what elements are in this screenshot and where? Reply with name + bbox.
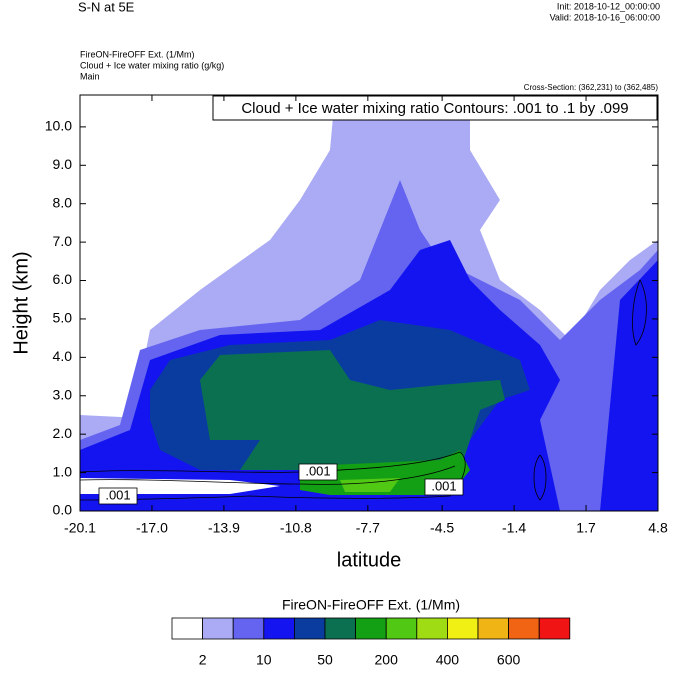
- fill-region: [470, 95, 658, 340]
- colorbar-box: [477, 617, 510, 640]
- y-axis-label: Height (km): [10, 251, 32, 354]
- colorbar-label: 10: [256, 652, 272, 668]
- x-tick-label: -17.0: [136, 520, 168, 536]
- colorbar-box: [355, 617, 387, 640]
- subtitle: Main: [80, 71, 100, 81]
- contour-line: [533, 454, 547, 501]
- colorbar-box: [202, 617, 234, 640]
- colorbar-box: [385, 617, 418, 640]
- contour-label: .001: [305, 463, 330, 478]
- colorbar-label: 50: [317, 652, 333, 668]
- colorbar-label: 400: [436, 652, 460, 668]
- fill-region: [600, 260, 658, 511]
- colorbar-title: FireON-FireOFF Ext. (1/Mm): [282, 597, 460, 613]
- contour-info: Cloud + Ice water mixing ratio Contours:…: [241, 100, 628, 117]
- colorbar-box: [446, 617, 479, 640]
- colorbar-label: 200: [375, 652, 399, 668]
- x-tick-label: -4.5: [430, 520, 454, 536]
- y-tick-label: 4.0: [53, 348, 73, 364]
- contour-fill: [80, 95, 658, 511]
- contour-lines: [79, 279, 647, 501]
- y-tick-label: 9.0: [53, 156, 73, 172]
- contour-field-title: Cloud + Ice water mixing ratio (g/kg): [80, 60, 224, 70]
- contour-label: .001: [431, 478, 456, 493]
- y-tick-label: 5.0: [53, 310, 73, 326]
- colorbar-box: [232, 617, 265, 640]
- colorbar-box: [508, 617, 540, 640]
- contour-info-box: [212, 95, 658, 121]
- init-time: Init: 2018-10-12_00:00:00: [557, 1, 660, 11]
- fill-region: [340, 478, 400, 492]
- y-tick-label: 7.0: [53, 233, 73, 249]
- colorbar-box: [324, 617, 357, 640]
- x-tick-label: 4.8: [648, 520, 668, 536]
- contour-label-box: [424, 478, 464, 496]
- x-axis-label: latitude: [337, 549, 402, 571]
- y-tick-label: 10.0: [45, 118, 72, 134]
- colorbar-box: [538, 617, 571, 640]
- x-tick-label: -13.9: [208, 520, 240, 536]
- contour-label: .001: [105, 487, 130, 502]
- cross-section: Cross-Section: (362,231) to (362,485): [524, 83, 659, 92]
- colorbar-box: [293, 617, 326, 640]
- field-title: FireON-FireOFF Ext. (1/Mm): [80, 49, 195, 59]
- contour-label-box: [98, 487, 138, 505]
- x-tick-label: -20.1: [64, 520, 96, 536]
- colorbar-box: [171, 617, 204, 640]
- y-tick-label: 1.0: [53, 463, 73, 479]
- contour-line: [79, 451, 466, 501]
- fill-region: [200, 350, 505, 470]
- y-tick-label: 6.0: [53, 271, 73, 287]
- x-tick-label: -7.7: [356, 520, 380, 536]
- fill-region: [80, 95, 335, 418]
- colorbar-label: 2: [199, 652, 207, 668]
- colorbar-label: 600: [497, 652, 521, 668]
- plot-frame: [79, 94, 659, 512]
- x-tick-label: -1.4: [502, 520, 526, 536]
- x-tick-label: -10.8: [280, 520, 312, 536]
- valid-time: Valid: 2018-10-16_06:00:00: [550, 12, 660, 22]
- chart-title: S-N at 5E: [78, 0, 135, 14]
- colorbar-box: [263, 617, 295, 640]
- y-tick-label: 3.0: [53, 386, 73, 402]
- contour-label-box: [298, 463, 338, 481]
- contour-line: [632, 279, 647, 346]
- colorbar-box: [416, 617, 448, 640]
- y-tick-label: 2.0: [53, 425, 73, 441]
- contour-line: [79, 465, 456, 485]
- x-tick-label: 1.7: [576, 520, 596, 536]
- y-tick-label: 8.0: [53, 194, 73, 210]
- y-tick-label: 0.0: [53, 502, 73, 518]
